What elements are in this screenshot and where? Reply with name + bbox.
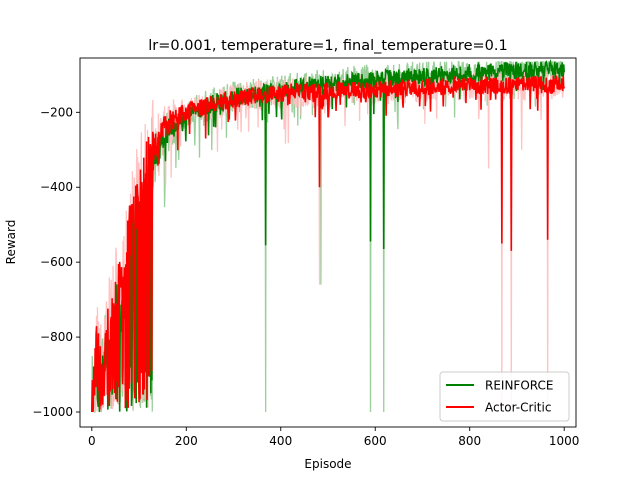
y-tick-label: −800 <box>40 330 73 344</box>
legend-label-actor-critic: Actor-Critic <box>485 401 551 415</box>
y-tick-label: −600 <box>40 255 73 269</box>
x-tick-label: 200 <box>175 434 198 448</box>
y-axis-ticks: −1000 −800 −600 −400 −200 <box>32 105 80 419</box>
x-tick-label: 800 <box>458 434 481 448</box>
y-tick-label: −400 <box>40 180 73 194</box>
x-axis-ticks: 0 200 400 600 800 1000 <box>88 427 579 448</box>
smoothed-series-layer <box>91 58 565 413</box>
x-tick-label: 400 <box>269 434 292 448</box>
legend-label-reinforce: REINFORCE <box>485 379 553 393</box>
y-axis-label: Reward <box>4 220 18 265</box>
x-tick-label: 600 <box>364 434 387 448</box>
x-axis-label: Episode <box>304 457 351 471</box>
legend: REINFORCE Actor-Critic <box>439 371 570 422</box>
series-line-actor-critic <box>91 75 565 413</box>
y-tick-label: −200 <box>40 105 73 119</box>
y-tick-label: −1000 <box>32 405 73 419</box>
x-tick-label: 0 <box>88 434 96 448</box>
plot-frame <box>79 57 577 428</box>
x-tick-label: 1000 <box>549 434 580 448</box>
chart-title: lr=0.001, temperature=1, final_temperatu… <box>148 38 507 54</box>
